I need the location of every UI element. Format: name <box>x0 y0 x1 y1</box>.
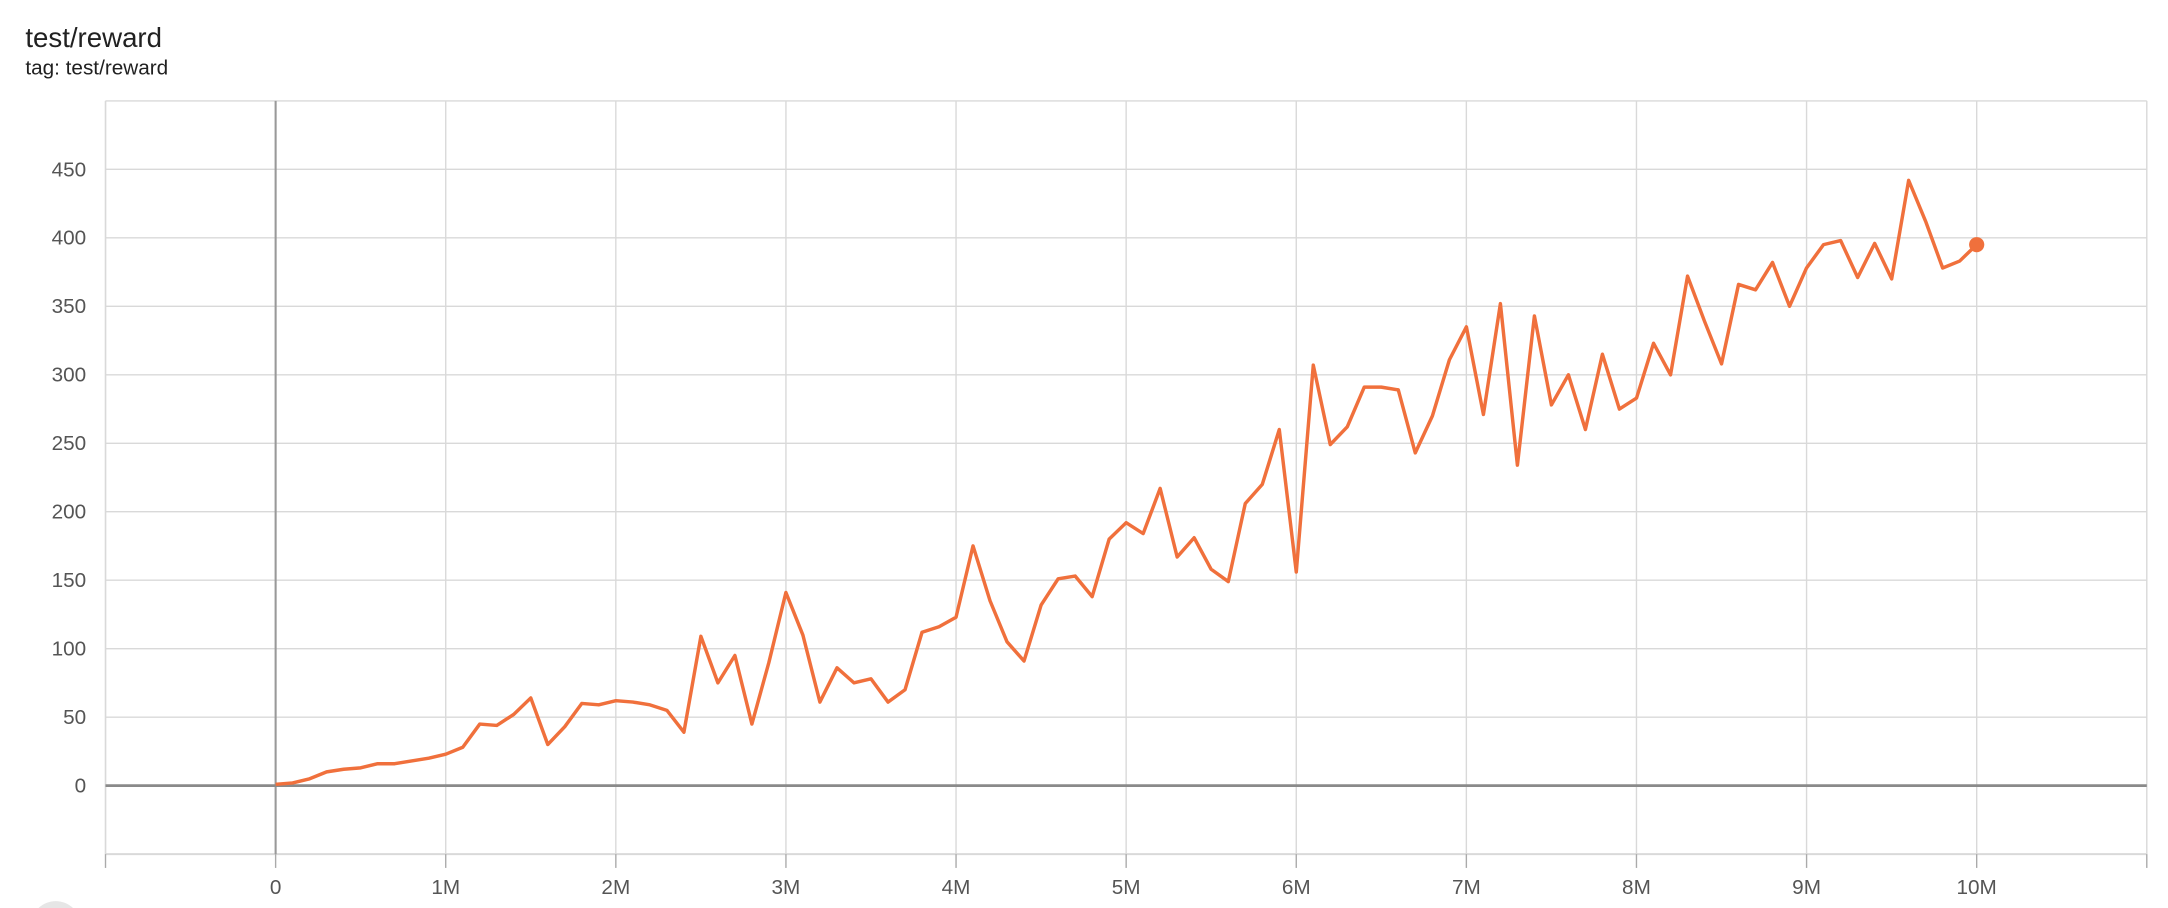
data-point <box>1969 237 1985 253</box>
x-tick-label: 5M <box>1112 876 1141 899</box>
chart-tag: tag: test/reward <box>25 57 168 80</box>
y-tick-label: 150 <box>52 569 87 592</box>
y-tick-label: 250 <box>52 432 87 455</box>
axes: 0 1M 2M 3M 4M 5M 6M 7M 8M 9M 10M 0 50 100 150 200 250 300… <box>52 100 2148 899</box>
x-tick-label: 8M <box>1622 876 1651 899</box>
grid <box>104 100 2148 856</box>
y-tick-label: 50 <box>63 706 86 729</box>
y-tick-label: 200 <box>52 501 87 524</box>
series-line <box>275 178 1978 787</box>
y-tick-label: 450 <box>52 158 87 181</box>
partial-button[interactable] <box>31 901 81 908</box>
y-tick-label: 0 <box>75 775 87 798</box>
series-points <box>1969 237 1985 253</box>
x-tick-label: 6M <box>1282 876 1311 899</box>
x-tick-label: 7M <box>1452 876 1481 899</box>
y-tick-label: 300 <box>52 364 87 387</box>
x-tick-label: 1M <box>431 876 460 899</box>
y-tick-label: 400 <box>52 227 87 250</box>
x-tick-label: 4M <box>942 876 971 899</box>
chart-title: test/reward <box>25 22 162 53</box>
y-tick-label: 350 <box>52 295 87 318</box>
y-tick-label: 100 <box>52 638 87 661</box>
x-tick-label: 0 <box>270 876 282 899</box>
x-tick-label: 2M <box>601 876 630 899</box>
x-tick-label: 9M <box>1792 876 1821 899</box>
x-tick-label: 3M <box>772 876 801 899</box>
x-tick-label: 10M <box>1957 876 1997 899</box>
